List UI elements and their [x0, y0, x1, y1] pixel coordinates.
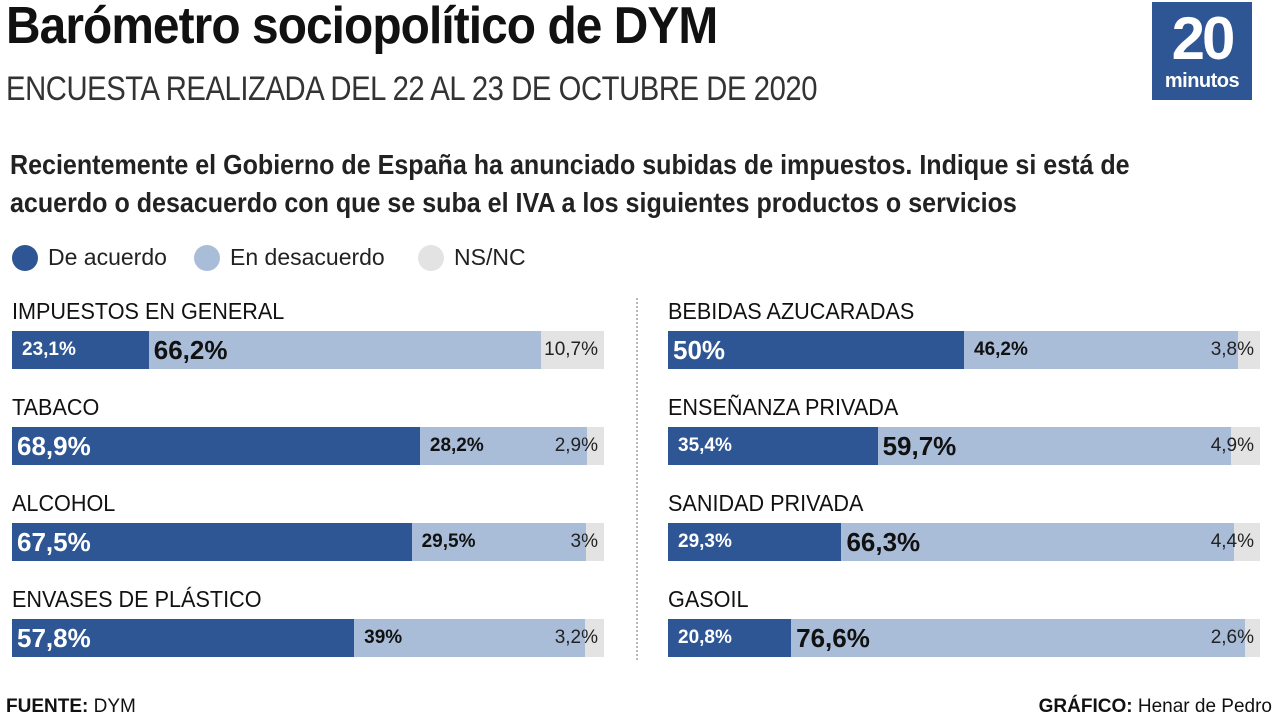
- bar-segment-agree: [12, 523, 412, 561]
- value-label-agree: 23,1%: [22, 339, 76, 360]
- category-label-bebidas-azucaradas: BEBIDAS AZUCARADAS: [668, 298, 915, 324]
- value-label-nsnc: 2,6%: [1210, 627, 1254, 648]
- value-label-agree: 50%: [673, 335, 726, 365]
- bar-segment-disagree: [354, 619, 586, 657]
- survey-question: Recientemente el Gobierno de España ha a…: [10, 149, 1130, 218]
- logo-number: 20: [1171, 5, 1236, 72]
- bar-segment-nsnc: [586, 523, 604, 561]
- category-label-alcohol: ALCOHOL: [12, 490, 116, 516]
- bar-segment-nsnc: [540, 331, 604, 369]
- brand-logo: 20 minutos: [1152, 2, 1252, 100]
- legend-swatch-nsnc: [418, 244, 444, 271]
- bar-segment-disagree: [419, 427, 587, 465]
- bar-row-sanidad-privada: 29,3% 66,3% 4,4%: [668, 523, 1260, 561]
- category-label-ensenanza-privada: ENSEÑANZA PRIVADA: [668, 394, 899, 420]
- value-label-disagree: 66,3%: [846, 527, 921, 557]
- bar-segment-disagree: [964, 331, 1238, 369]
- value-label-nsnc: 2,9%: [554, 435, 598, 456]
- legend-label-nsnc: NS/NC: [454, 244, 526, 270]
- legend-item-nsnc: NS/NC: [418, 244, 526, 271]
- value-label-nsnc: 10,7%: [544, 339, 598, 360]
- value-label-disagree: 46,2%: [974, 339, 1028, 360]
- value-label-nsnc: 4,4%: [1210, 531, 1254, 552]
- bar-segment-nsnc: [586, 427, 604, 465]
- category-label-gasoil: GASOIL: [668, 586, 749, 612]
- value-label-agree: 20,8%: [678, 627, 732, 648]
- bar-segment-agree: [12, 619, 355, 657]
- value-label-disagree: 66,2%: [153, 335, 228, 365]
- bar-segment-nsnc: [1237, 331, 1260, 369]
- value-label-agree: 57,8%: [17, 623, 91, 653]
- bar-segment-agree: [668, 427, 878, 465]
- bar-row-tabaco: 68,9% 28,2% 2,9%: [12, 427, 604, 465]
- value-label-nsnc: 3,8%: [1210, 339, 1254, 360]
- chart-panel-right: BEBIDAS AZUCARADAS 50% 46,2% 3,8% ENSEÑANZA …: [668, 298, 1260, 660]
- bar-segment-agree: [668, 331, 964, 369]
- value-label-nsnc: 4,9%: [1210, 435, 1254, 456]
- legend-item-disagree: En desacuerdo: [194, 244, 385, 271]
- value-label-agree: 29,3%: [678, 531, 732, 552]
- bar-segment-agree: [12, 427, 420, 465]
- legend-label-agree: De acuerdo: [48, 244, 167, 270]
- chart-subtitle: ENCUESTA REALIZADA DEL 22 AL 23 DE OCTUB…: [6, 70, 818, 108]
- source-value: DYM: [93, 696, 136, 717]
- bar-row-alcohol: 67,5% 29,5% 3%: [12, 523, 604, 561]
- bar-segment-agree: [668, 523, 842, 561]
- value-label-disagree: 29,5%: [421, 531, 476, 552]
- chart-title: Barómetro sociopolítico de DYM: [6, 0, 718, 55]
- legend-label-disagree: En desacuerdo: [230, 244, 385, 270]
- legend-item-agree: De acuerdo: [12, 244, 167, 271]
- value-label-disagree: 28,2%: [429, 435, 484, 456]
- bar-row-envases-de-plastico: 57,8% 39% 3,2%: [12, 619, 604, 657]
- value-label-disagree: 59,7%: [882, 431, 957, 461]
- legend-swatch-disagree: [194, 244, 220, 271]
- value-label-agree: 35,4%: [678, 435, 732, 456]
- logo-word: minutos: [1164, 70, 1240, 92]
- credit-note: GRÁFICO: Henar de Pedro: [1039, 696, 1272, 718]
- bar-segment-agree: [12, 331, 149, 369]
- value-label-disagree: 39%: [364, 627, 403, 648]
- category-label-sanidad-privada: SANIDAD PRIVADA: [668, 490, 864, 516]
- chart-panel-left: IMPUESTOS EN GENERAL 23,1% 66,2% 10,7% TABAC…: [12, 298, 604, 660]
- bar-segment-nsnc: [1233, 523, 1260, 561]
- source-note: FUENTE: DYM: [6, 696, 136, 718]
- bar-row-impuestos-en-general: 23,1% 66,2% 10,7%: [12, 331, 604, 369]
- bar-segment-disagree: [841, 523, 1234, 561]
- value-label-agree: 68,9%: [17, 431, 91, 461]
- bar-segment-nsnc: [585, 619, 604, 657]
- source-label: FUENTE:: [6, 696, 89, 717]
- value-label-nsnc: 3,2%: [554, 627, 598, 648]
- bar-segment-nsnc: [1244, 619, 1260, 657]
- credit-label: GRÁFICO:: [1038, 696, 1133, 717]
- value-label-nsnc: 3%: [570, 531, 598, 552]
- bar-row-ensenanza-privada: 35,4% 59,7% 4,9%: [668, 427, 1260, 465]
- legend-swatch-agree: [12, 244, 38, 271]
- value-label-disagree: 76,6%: [796, 623, 870, 653]
- category-label-impuestos-en-general: IMPUESTOS EN GENERAL: [12, 298, 285, 324]
- category-label-tabaco: TABACO: [12, 394, 100, 420]
- bar-row-gasoil: 20,8% 76,6% 2,6%: [668, 619, 1260, 657]
- bar-segment-disagree: [791, 619, 1245, 657]
- bar-segment-disagree: [148, 331, 541, 369]
- credit-value: Henar de Pedro: [1137, 696, 1272, 717]
- bar-row-bebidas-azucaradas: 50% 46,2% 3,8%: [668, 331, 1260, 369]
- bar-segment-agree: [668, 619, 792, 657]
- bar-segment-disagree: [411, 523, 587, 561]
- category-label-envases-de-plastico: ENVASES DE PLÁSTICO: [12, 586, 262, 612]
- bar-segment-disagree: [877, 427, 1231, 465]
- value-label-agree: 67,5%: [17, 527, 91, 557]
- bar-segment-nsnc: [1230, 427, 1260, 465]
- panel-divider: [636, 298, 638, 660]
